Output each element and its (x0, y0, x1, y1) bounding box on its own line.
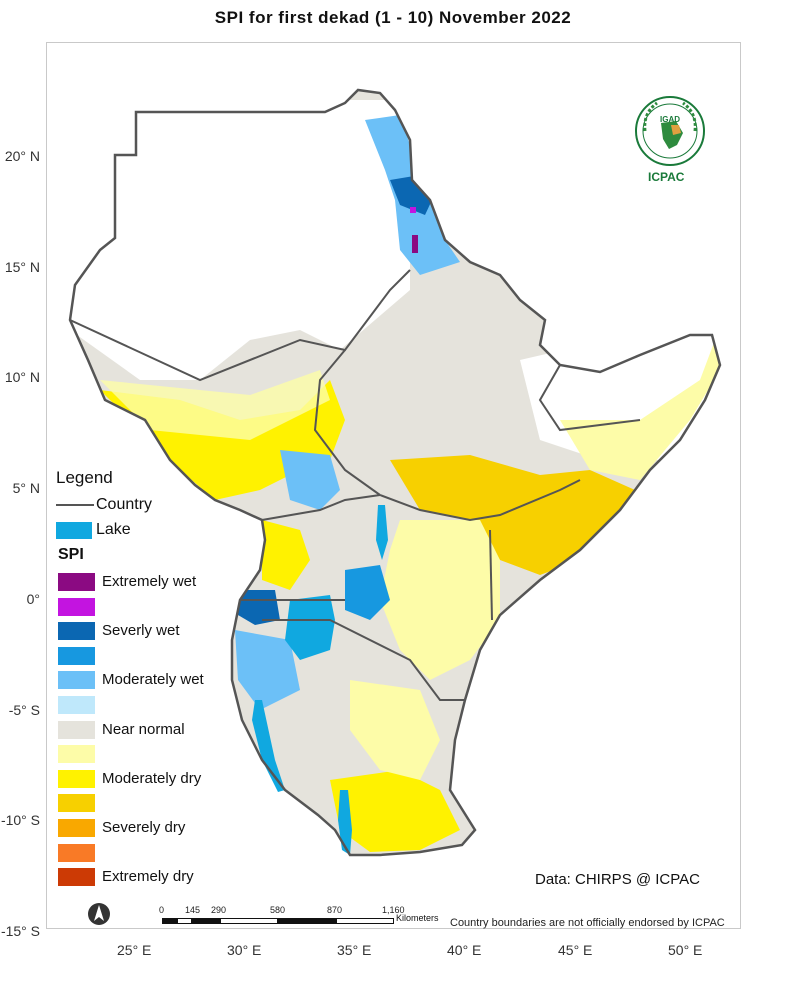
scale-tick-3: 580 (270, 905, 286, 915)
legend-lake-label: Lake (96, 521, 131, 538)
legend-lake: Lake (56, 521, 131, 539)
y-label-10s: -10° S (0, 812, 40, 828)
x-label-50e: 50° E (668, 942, 703, 958)
spi-swatch-12 (58, 868, 95, 886)
scale-seg-6 (336, 918, 394, 924)
y-label-10n: 10° N (4, 369, 40, 385)
y-label-0: 0° (26, 591, 40, 607)
y-label-15n: 15° N (4, 259, 40, 275)
no-data-north (70, 100, 410, 380)
spi-swatch-2 (58, 622, 95, 640)
scale-seg-3 (192, 918, 220, 924)
dry-ethiopia-south (390, 455, 635, 575)
spi-swatch-11 (58, 844, 95, 862)
scale-seg-2 (177, 918, 192, 924)
wet-south-sudan (280, 450, 340, 510)
legend-country-label: Country (96, 496, 153, 513)
scale-tick-2: 290 (211, 905, 227, 915)
lake-victoria (285, 595, 335, 660)
boundary-disclaimer: Country boundaries are not officially en… (450, 917, 725, 929)
dry-tanzania-mid (350, 680, 440, 780)
north-arrow-icon (88, 903, 110, 925)
dry-kenya (380, 520, 500, 680)
x-label-35e: 35° E (337, 942, 372, 958)
spi-swatch-4 (58, 671, 95, 689)
y-label-15s: -15° S (0, 923, 40, 939)
lake-tanganyika (252, 700, 285, 792)
dry-somalia-light (560, 340, 720, 480)
x-label-30e: 30° E (227, 942, 262, 958)
spi-label-10: Severely dry (102, 819, 186, 836)
scale-units: Kilometers (396, 913, 439, 923)
wet-congo-west (238, 590, 280, 625)
x-label-45e: 45° E (558, 942, 593, 958)
legend-country: Country (56, 496, 152, 514)
spi-swatch-5 (58, 696, 95, 714)
dry-tanzania-south (330, 770, 460, 852)
scale-tick-1: 145 (185, 905, 201, 915)
scale-tick-4: 870 (327, 905, 343, 915)
scale-seg-5 (278, 918, 336, 924)
x-label-40e: 40° E (447, 942, 482, 958)
spi-label-0: Extremely wet (102, 573, 197, 590)
logo-icpac-text: ICPAC (648, 170, 685, 184)
spi-swatch-10 (58, 819, 95, 837)
data-source: Data: CHIRPS @ ICPAC (535, 871, 700, 888)
spi-swatch-3 (58, 647, 95, 665)
spi-swatch-1 (58, 598, 95, 616)
lake-swatch (56, 521, 92, 539)
spi-label-12: Extremely dry (102, 868, 194, 885)
dry-belt-west-light (100, 370, 330, 440)
dry-drc-east (262, 520, 310, 590)
map-frame (46, 42, 741, 929)
spi-label-6: Near normal (102, 721, 185, 738)
legend-title: Legend (56, 468, 113, 487)
x-label-25e: 25° E (117, 942, 152, 958)
extreme-wet-spot (412, 235, 418, 253)
logo-igad-text: IGAD (660, 115, 680, 124)
y-label-5s: -5° S (8, 702, 40, 718)
spi-legend-title: SPI (58, 546, 84, 563)
spi-label-8: Moderately dry (102, 770, 202, 787)
igad-icpac-logo: IGAD (635, 96, 705, 166)
spi-swatch-0 (58, 573, 95, 591)
extreme-wet-spot-2 (410, 207, 416, 213)
spi-label-4: Moderately wet (102, 671, 204, 688)
scale-tick-0: 0 (159, 905, 165, 915)
spi-swatch-9 (58, 794, 95, 812)
spi-label-2: Severly wet (102, 622, 180, 639)
y-label-20n: 20° N (4, 148, 40, 164)
spi-swatch-6 (58, 721, 95, 739)
wet-lake-region (235, 630, 300, 710)
spi-swatch-8 (58, 770, 95, 788)
map-title: SPI for first dekad (1 - 10) November 20… (214, 8, 572, 27)
scale-seg-4 (220, 918, 278, 924)
y-label-5n: 5° N (12, 480, 40, 496)
wet-uganda (345, 565, 390, 620)
country-line-icon (56, 504, 94, 506)
scale-tick-5: 1,160 (382, 905, 405, 915)
internal-boundaries (69, 269, 641, 701)
scale-seg-1 (162, 918, 177, 924)
lake-turkana (376, 505, 388, 560)
spi-swatch-7 (58, 745, 95, 763)
